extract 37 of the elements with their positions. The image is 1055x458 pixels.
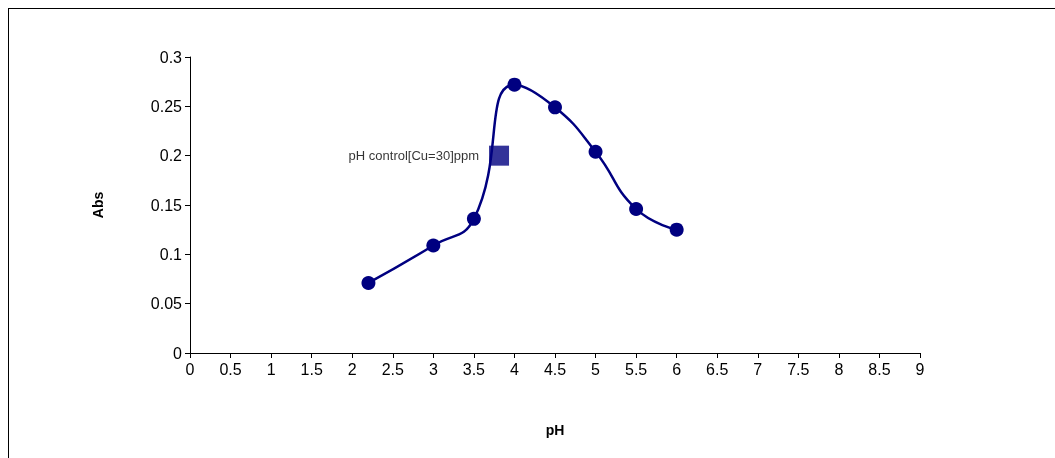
x-tick-label: 2: [347, 360, 357, 378]
point: [466, 211, 481, 226]
point: [629, 201, 644, 216]
x-axis-title: pH: [545, 422, 565, 438]
x-tick-label: 8.5: [868, 360, 891, 378]
point: [507, 77, 522, 92]
y-tick-label: 0.25: [150, 97, 183, 115]
y-axis-title: Abs: [90, 191, 106, 219]
x-tick-label: 6.5: [706, 360, 729, 378]
point: [588, 144, 603, 159]
x-tick-label: 2.5: [381, 360, 404, 378]
series-label: pH control[Cu=30]ppm: [348, 148, 480, 164]
y-tick-label: 0.2: [159, 147, 183, 165]
x-tick-label: 5.5: [624, 360, 648, 378]
x-tick-label: 3: [428, 360, 438, 378]
point: [548, 100, 562, 115]
y-tick-label: 0.05: [150, 295, 183, 313]
y-tick-label: 0.3: [159, 48, 183, 66]
point: [361, 275, 376, 290]
x-tick-label: 0.5: [219, 360, 242, 378]
point: [669, 222, 684, 237]
x-tick-label: 9: [915, 360, 925, 378]
x-tick-label: 0: [185, 360, 195, 378]
x-tick-label: 3.5: [462, 360, 486, 378]
x-tick-label: 6: [672, 360, 682, 378]
y-tick-label: 0.15: [150, 196, 183, 214]
x-tick-label: 1: [266, 360, 276, 378]
x-tick-label: 4: [509, 360, 519, 378]
x-tick-label: 7: [753, 360, 763, 378]
x-tick-label: 5: [591, 360, 601, 378]
x-tick-label: 1.5: [300, 360, 323, 378]
y-tick-label: 0.1: [159, 245, 183, 263]
x-tick-label: 8: [834, 360, 844, 378]
x-tick-label: 4.5: [543, 360, 567, 378]
x-tick-label: 7.5: [787, 360, 810, 378]
point: [426, 238, 441, 253]
y-tick-label: 0: [173, 344, 183, 362]
